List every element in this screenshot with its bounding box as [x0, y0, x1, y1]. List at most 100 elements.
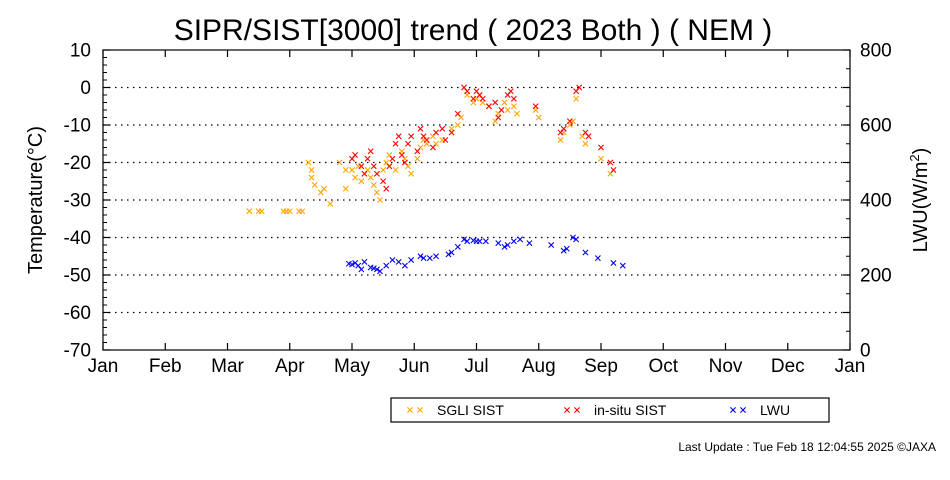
data-point	[573, 236, 580, 243]
data-point	[569, 234, 576, 241]
data-point	[380, 167, 387, 173]
y-tick-label: -20	[64, 153, 91, 174]
data-point	[367, 174, 374, 181]
data-point	[308, 174, 315, 181]
left-y-axis: 10 0 -10 -20 -30 -40 -50 -60 -70	[64, 41, 850, 362]
y-tick-label: -60	[64, 303, 91, 324]
data-point	[373, 170, 380, 177]
legend-marker	[730, 407, 736, 413]
data-point	[442, 137, 449, 143]
data-point	[246, 208, 253, 215]
x-tick-label: Apr	[275, 356, 305, 377]
data-point	[370, 182, 377, 188]
data-point	[358, 266, 365, 273]
data-point	[299, 208, 306, 215]
data-point	[358, 163, 365, 170]
data-point	[445, 251, 452, 258]
data-point	[414, 155, 421, 162]
data-point	[560, 125, 567, 132]
data-point	[585, 133, 592, 140]
data-point	[414, 148, 421, 155]
y2-tick-label: 400	[860, 191, 892, 212]
legend-box	[390, 397, 830, 423]
legend-label: in-situ SIST	[594, 402, 667, 418]
x-tick-label: Oct	[648, 356, 678, 377]
legend-marker	[564, 407, 570, 413]
y-tick-label: -50	[64, 266, 91, 287]
data-point	[563, 245, 570, 252]
data-point	[495, 114, 502, 121]
data-point	[482, 238, 489, 245]
y2-axis-label: LWU(W/m2)	[907, 148, 932, 253]
data-point	[504, 242, 511, 248]
data-point	[373, 189, 380, 196]
data-point	[392, 140, 399, 147]
x-axis: Jan Feb Mar Apr May Jun Jul Aug Sep Oct Nov Dec Jan	[88, 50, 865, 377]
data-point	[389, 257, 396, 263]
x-tick-label: Mar	[211, 356, 244, 377]
y-tick-label: -30	[64, 191, 91, 212]
data-point	[426, 255, 433, 262]
x-tick-label: Jul	[464, 356, 488, 377]
legend-marker	[417, 407, 423, 413]
data-point	[361, 170, 368, 177]
legend-label: LWU	[760, 402, 790, 418]
y2-tick-label: 600	[860, 116, 892, 137]
data-point	[510, 95, 517, 102]
data-point	[401, 262, 408, 269]
data-point	[377, 197, 384, 203]
y2-axis-label-end: )	[910, 148, 932, 155]
y-tick-label: -70	[64, 341, 91, 362]
data-point	[532, 103, 539, 110]
data-point	[573, 95, 580, 102]
data-point	[610, 167, 617, 173]
right-y-axis: 800 600 400 200 0	[846, 41, 892, 362]
data-point	[305, 159, 312, 166]
data-point	[582, 140, 589, 147]
y2-tick-label: 0	[860, 341, 871, 362]
grid-lines	[103, 86, 850, 314]
data-point	[433, 253, 440, 260]
y-axis-label: Temperature(°C)	[25, 126, 47, 274]
y2-axis-label-sup: 2	[907, 154, 922, 161]
x-tick-label: Jan	[88, 356, 119, 377]
series-in-situ-sist	[349, 84, 617, 192]
data-point	[557, 137, 564, 143]
data-point	[420, 255, 427, 262]
y2-tick-label: 200	[860, 266, 892, 287]
data-point	[470, 95, 477, 102]
data-point	[607, 159, 614, 166]
data-point	[485, 103, 492, 110]
data-point	[383, 262, 390, 269]
data-point	[619, 262, 626, 269]
legend-marker	[740, 407, 746, 413]
data-point	[501, 99, 508, 106]
data-point	[349, 261, 355, 268]
data-point	[464, 88, 471, 95]
data-point	[513, 110, 520, 117]
data-point	[507, 88, 514, 95]
data-point	[492, 99, 499, 106]
data-point	[408, 257, 415, 263]
data-point	[454, 243, 461, 250]
data-point	[361, 258, 368, 265]
data-point	[311, 182, 318, 188]
y-tick-label: -10	[64, 116, 91, 137]
y-tick-label: 10	[70, 41, 91, 62]
data-point	[392, 167, 399, 173]
data-point	[476, 238, 483, 245]
y2-axis-label-main: LWU(W/m	[910, 162, 932, 253]
data-point	[405, 140, 412, 147]
data-point	[408, 170, 415, 177]
data-point	[352, 152, 359, 158]
data-point	[548, 242, 555, 248]
y2-tick-label: 800	[860, 41, 892, 62]
data-point	[373, 266, 380, 273]
legend-marker	[574, 407, 580, 413]
series-lwu	[345, 234, 626, 275]
data-point	[429, 144, 436, 151]
data-point	[342, 167, 349, 173]
data-point	[582, 249, 589, 256]
data-point	[286, 208, 293, 215]
